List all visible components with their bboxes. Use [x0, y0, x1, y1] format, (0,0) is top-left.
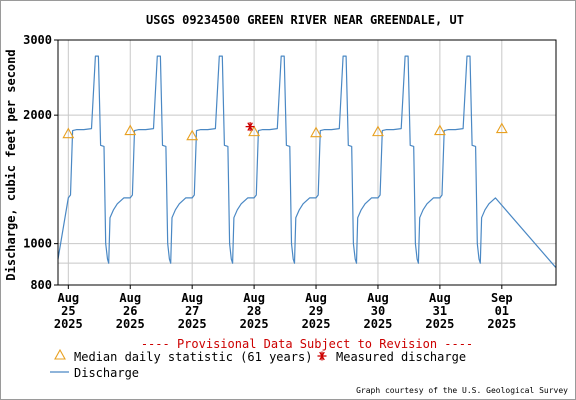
- x-tick-label: 26: [123, 304, 137, 318]
- median-marker: [62, 127, 75, 139]
- provisional-notice: ---- Provisional Data Subject to Revisio…: [141, 337, 473, 351]
- y-tick-label: 1000: [23, 237, 52, 251]
- x-tick-label: 31: [433, 304, 447, 318]
- legend-median-label: Median daily statistic (61 years): [74, 350, 312, 364]
- x-tick-label: 2025: [240, 317, 269, 331]
- x-tick-label: 27: [185, 304, 199, 318]
- x-tick-label: 28: [247, 304, 261, 318]
- x-tick-label: 2025: [54, 317, 83, 331]
- x-tick-label: 01: [495, 304, 509, 318]
- legend-median-marker-icon: [54, 348, 66, 360]
- x-tick-label: 2025: [364, 317, 393, 331]
- x-tick-label: Sep: [491, 291, 513, 305]
- discharge-series-line: [57, 55, 557, 268]
- median-marker: [186, 129, 199, 141]
- x-tick-label: Aug: [243, 291, 265, 305]
- y-tick-label: 2000: [23, 108, 52, 122]
- legend-discharge-label: Discharge: [74, 366, 139, 380]
- x-tick-label: 2025: [302, 317, 331, 331]
- measured-marker: [245, 122, 255, 132]
- graph-credit: Graph courtesy of the U.S. Geological Su…: [356, 386, 568, 395]
- median-marker: [124, 124, 137, 136]
- y-axis-label: Discharge, cubic feet per second: [4, 49, 18, 280]
- x-tick-label: Aug: [181, 291, 203, 305]
- y-tick-label: 800: [30, 278, 52, 292]
- x-tick-label: 30: [371, 304, 385, 318]
- x-tick-label: Aug: [429, 291, 451, 305]
- y-tick-label: 3000: [23, 33, 52, 47]
- x-tick-label: Aug: [367, 291, 389, 305]
- grid-lines: [58, 40, 556, 285]
- x-tick-label: Aug: [119, 291, 141, 305]
- x-tick-label: 2025: [487, 317, 516, 331]
- x-tick-label: Aug: [57, 291, 79, 305]
- x-tick-label: 2025: [178, 317, 207, 331]
- median-marker: [495, 122, 508, 134]
- x-axis-ticks: Aug252025Aug262025Aug272025Aug282025Aug2…: [54, 285, 516, 331]
- median-marker: [248, 125, 261, 137]
- legend: Median daily statistic (61 years) Measur…: [50, 348, 466, 380]
- x-tick-label: 2025: [425, 317, 454, 331]
- legend-measured-marker-icon: [317, 351, 327, 361]
- legend-measured-label: Measured discharge: [336, 350, 466, 364]
- median-marker: [310, 126, 322, 138]
- median-marker: [372, 125, 384, 137]
- plot-series: [57, 55, 557, 268]
- chart-title: USGS 09234500 GREEN RIVER NEAR GREENDALE…: [146, 13, 464, 27]
- plot-area-border: [57, 39, 557, 286]
- y-axis-ticks: 800 1000 2000 3000: [23, 33, 58, 292]
- legend-asterisk: [317, 351, 327, 361]
- x-tick-label: 29: [309, 304, 323, 318]
- x-tick-label: 25: [61, 304, 75, 318]
- x-tick-label: Aug: [305, 291, 327, 305]
- x-tick-label: 2025: [116, 317, 145, 331]
- median-marker: [433, 124, 446, 136]
